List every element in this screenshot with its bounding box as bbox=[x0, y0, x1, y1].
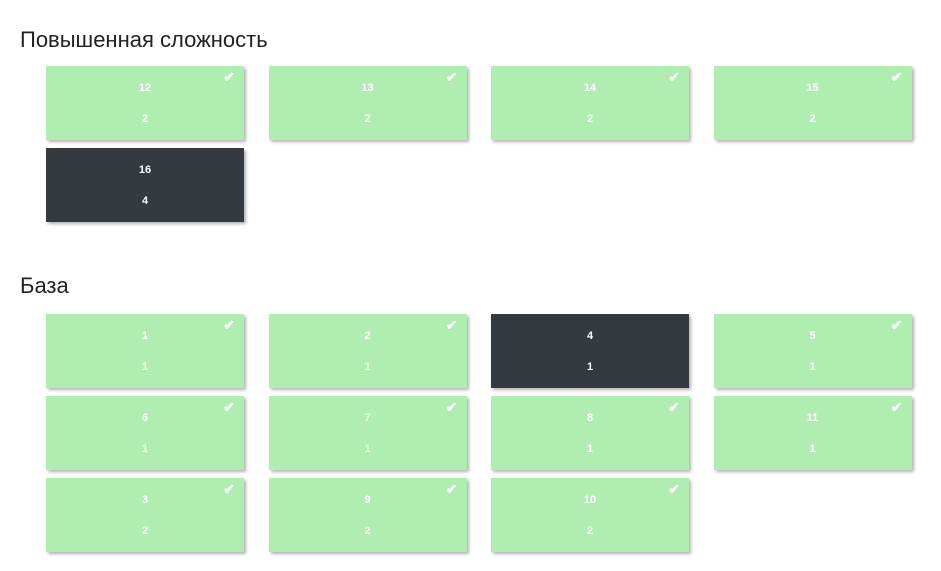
check-icon: ✔ bbox=[223, 69, 235, 85]
check-icon: ✔ bbox=[668, 69, 680, 85]
task-grid-advanced: 12 2 ✔ 13 2 ✔ 14 2 ✔ 15 2 ✔ 16 4 bbox=[46, 66, 912, 222]
task-points: 2 bbox=[586, 524, 594, 537]
task-number: 5 bbox=[809, 329, 816, 342]
task-number: 3 bbox=[141, 493, 149, 506]
task-card[interactable]: 11 1 ✔ bbox=[713, 396, 912, 470]
task-card[interactable]: 15 2 ✔ bbox=[713, 66, 912, 140]
task-card[interactable]: 6 1 ✔ bbox=[46, 396, 244, 470]
task-card[interactable]: 9 2 ✔ bbox=[268, 478, 467, 552]
check-icon: ✔ bbox=[445, 481, 458, 497]
check-icon: ✔ bbox=[223, 481, 235, 497]
task-points: 2 bbox=[586, 112, 594, 125]
check-icon: ✔ bbox=[890, 399, 903, 415]
task-number: 12 bbox=[138, 81, 152, 94]
task-points: 1 bbox=[141, 360, 149, 373]
task-grid-base: 1 1 ✔ 2 1 ✔ 4 1 5 1 ✔ 6 1 ✔ 7 1 ✔ 8 1 ✔ 11 1 ✔ 3 2 ✔ 9 2 ✔ 10 2 ✔ bbox=[46, 314, 912, 552]
task-card[interactable]: 16 4 bbox=[46, 148, 244, 222]
task-points: 4 bbox=[141, 194, 149, 207]
task-points: 1 bbox=[809, 360, 816, 373]
check-icon: ✔ bbox=[445, 69, 458, 85]
task-number: 7 bbox=[364, 411, 371, 424]
check-icon: ✔ bbox=[890, 317, 903, 333]
task-card[interactable]: 1 1 ✔ bbox=[46, 314, 244, 388]
task-number: 2 bbox=[364, 329, 371, 342]
task-points: 2 bbox=[364, 112, 371, 125]
task-number: 16 bbox=[138, 163, 152, 176]
task-card[interactable]: 13 2 ✔ bbox=[268, 66, 467, 140]
task-points: 2 bbox=[141, 112, 149, 125]
task-card[interactable]: 7 1 ✔ bbox=[268, 396, 467, 470]
task-card[interactable]: 5 1 ✔ bbox=[713, 314, 912, 388]
task-card[interactable]: 8 1 ✔ bbox=[491, 396, 689, 470]
task-number: 13 bbox=[361, 81, 374, 94]
task-number: 10 bbox=[583, 493, 597, 506]
task-points: 1 bbox=[364, 360, 371, 373]
check-icon: ✔ bbox=[445, 317, 458, 333]
task-number: 6 bbox=[141, 411, 149, 424]
task-card[interactable]: 12 2 ✔ bbox=[46, 66, 244, 140]
task-card[interactable]: 14 2 ✔ bbox=[491, 66, 689, 140]
task-points: 1 bbox=[141, 442, 149, 455]
task-points: 1 bbox=[809, 442, 816, 455]
section-title-base: База bbox=[20, 273, 69, 298]
check-icon: ✔ bbox=[668, 399, 680, 415]
task-number: 4 bbox=[586, 329, 594, 342]
task-card[interactable]: 3 2 ✔ bbox=[46, 478, 244, 552]
section-title-advanced: Повышенная сложность bbox=[20, 27, 268, 52]
check-icon: ✔ bbox=[223, 317, 235, 333]
task-points: 1 bbox=[586, 442, 594, 455]
task-number: 1 bbox=[141, 329, 149, 342]
task-number: 8 bbox=[586, 411, 594, 424]
check-icon: ✔ bbox=[445, 399, 458, 415]
check-icon: ✔ bbox=[668, 481, 680, 497]
task-points: 2 bbox=[809, 112, 816, 125]
task-number: 14 bbox=[583, 81, 597, 94]
task-points: 2 bbox=[364, 524, 371, 537]
task-points: 1 bbox=[364, 442, 371, 455]
check-icon: ✔ bbox=[223, 399, 235, 415]
task-number: 11 bbox=[806, 411, 819, 424]
task-points: 1 bbox=[586, 360, 594, 373]
task-card[interactable]: 10 2 ✔ bbox=[491, 478, 689, 552]
task-number: 9 bbox=[364, 493, 371, 506]
task-points: 2 bbox=[141, 524, 149, 537]
task-card[interactable]: 2 1 ✔ bbox=[268, 314, 467, 388]
check-icon: ✔ bbox=[890, 69, 903, 85]
task-number: 15 bbox=[806, 81, 819, 94]
